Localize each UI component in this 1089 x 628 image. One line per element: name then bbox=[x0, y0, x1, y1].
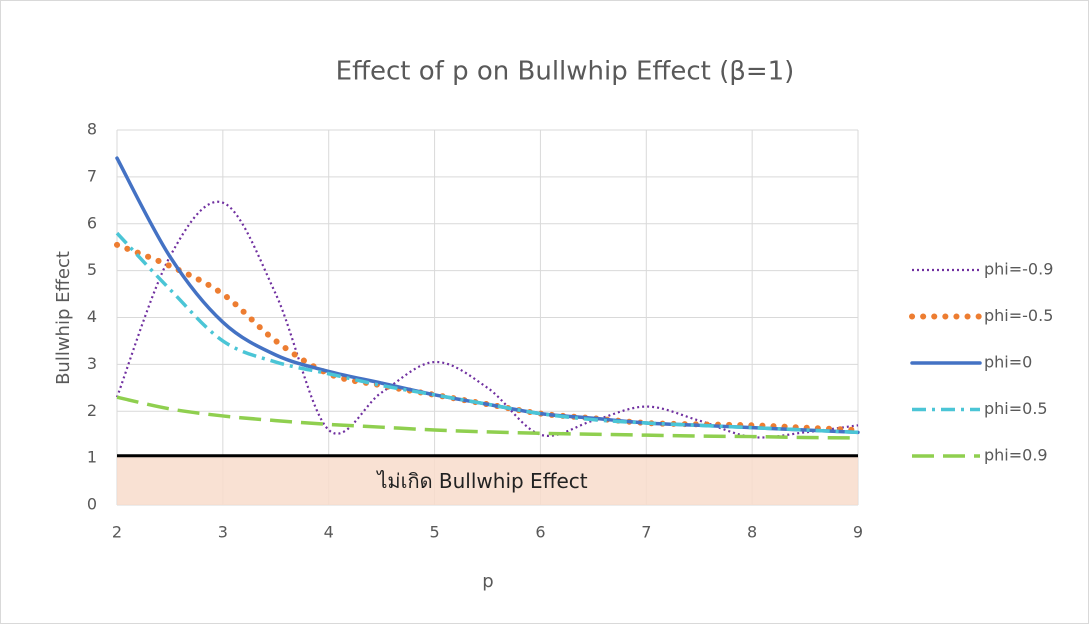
y-tick-label: 8 bbox=[87, 120, 97, 139]
x-tick-label: 8 bbox=[747, 523, 757, 542]
legend-label: phi=0.9 bbox=[984, 446, 1048, 465]
y-tick-label: 2 bbox=[87, 401, 97, 420]
legend-label: phi=0 bbox=[984, 353, 1032, 372]
y-tick-label: 1 bbox=[87, 448, 97, 467]
x-tick-label: 9 bbox=[853, 523, 863, 542]
legend-label: phi=0.5 bbox=[984, 399, 1048, 418]
no-bullwhip-band bbox=[117, 455, 858, 505]
y-axis-label: Bullwhip Effect bbox=[53, 251, 74, 385]
y-tick-label: 4 bbox=[87, 307, 97, 326]
legend-label: phi=-0.5 bbox=[984, 306, 1053, 325]
annotation: ไม่เกิด Bullwhip Effect bbox=[375, 469, 587, 493]
chart-title: Effect of p on Bullwhip Effect (β=1) bbox=[336, 57, 795, 87]
y-tick-label: 3 bbox=[87, 354, 97, 373]
legend-label: phi=-0.9 bbox=[984, 260, 1053, 279]
x-axis-label: p bbox=[482, 571, 493, 592]
y-tick-label: 7 bbox=[87, 166, 97, 185]
x-tick-label: 3 bbox=[218, 523, 228, 542]
x-tick-label: 4 bbox=[324, 523, 334, 542]
y-tick-label: 0 bbox=[87, 495, 97, 514]
x-tick-label: 7 bbox=[641, 523, 651, 542]
x-tick-label: 6 bbox=[535, 523, 545, 542]
series-line bbox=[115, 231, 859, 435]
x-tick-label: 5 bbox=[429, 523, 439, 542]
y-tick-label: 5 bbox=[87, 260, 97, 279]
series-line bbox=[116, 395, 859, 440]
y-tick-label: 6 bbox=[87, 213, 97, 232]
x-tick-label: 2 bbox=[112, 523, 122, 542]
